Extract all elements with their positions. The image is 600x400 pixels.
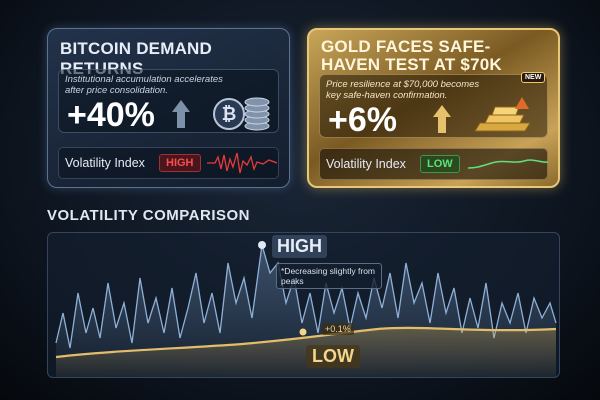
high-volatility-line	[55, 244, 557, 349]
volatility-indicator: Volatility Index LOW	[319, 148, 548, 180]
low-label: LOW	[306, 345, 360, 368]
indicator-value: LOW	[420, 155, 460, 173]
new-badge: NEW	[521, 72, 546, 83]
bitcoin-card: BITCOIN DEMAND RETURNS Institutional acc…	[47, 28, 290, 188]
low-volatility-line	[55, 326, 557, 359]
card-subtitle: Price resilience at $70,000 becomes key …	[326, 79, 480, 101]
high-marker	[258, 241, 266, 249]
low-note: +0.1%	[322, 323, 354, 335]
low-sparkline	[468, 159, 548, 169]
card-change: +6%	[328, 101, 397, 139]
high-sparkline	[207, 152, 277, 174]
indicator-value: HIGH	[159, 154, 201, 172]
comparison-title: VOLATILITY COMPARISON	[47, 207, 251, 224]
gold-card: GOLD FACES SAFE-HAVEN TEST AT $70K Price…	[307, 28, 560, 188]
indicator-label: Volatility Index	[65, 156, 145, 170]
card-body: Price resilience at $70,000 becomes key …	[319, 74, 548, 139]
svg-text:₿: ₿	[222, 104, 237, 124]
gold-icon	[433, 97, 531, 133]
card-title: GOLD FACES SAFE-HAVEN TEST AT $70K	[321, 37, 502, 74]
card-change: +40%	[67, 96, 155, 134]
volatility-indicator: Volatility Index HIGH	[58, 147, 279, 179]
low-marker	[299, 328, 307, 336]
high-note: *Decreasing slightly from peaks	[276, 263, 382, 289]
high-label: HIGH	[272, 235, 327, 258]
bitcoin-icon: ₿	[172, 97, 270, 131]
card-subtitle: Institutional accumulation accelerates a…	[65, 74, 223, 96]
comparison-chart: HIGH *Decreasing slightly from peaks +0.…	[47, 232, 560, 378]
indicator-label: Volatility Index	[326, 157, 406, 171]
card-body: Institutional accumulation accelerates a…	[58, 69, 279, 134]
